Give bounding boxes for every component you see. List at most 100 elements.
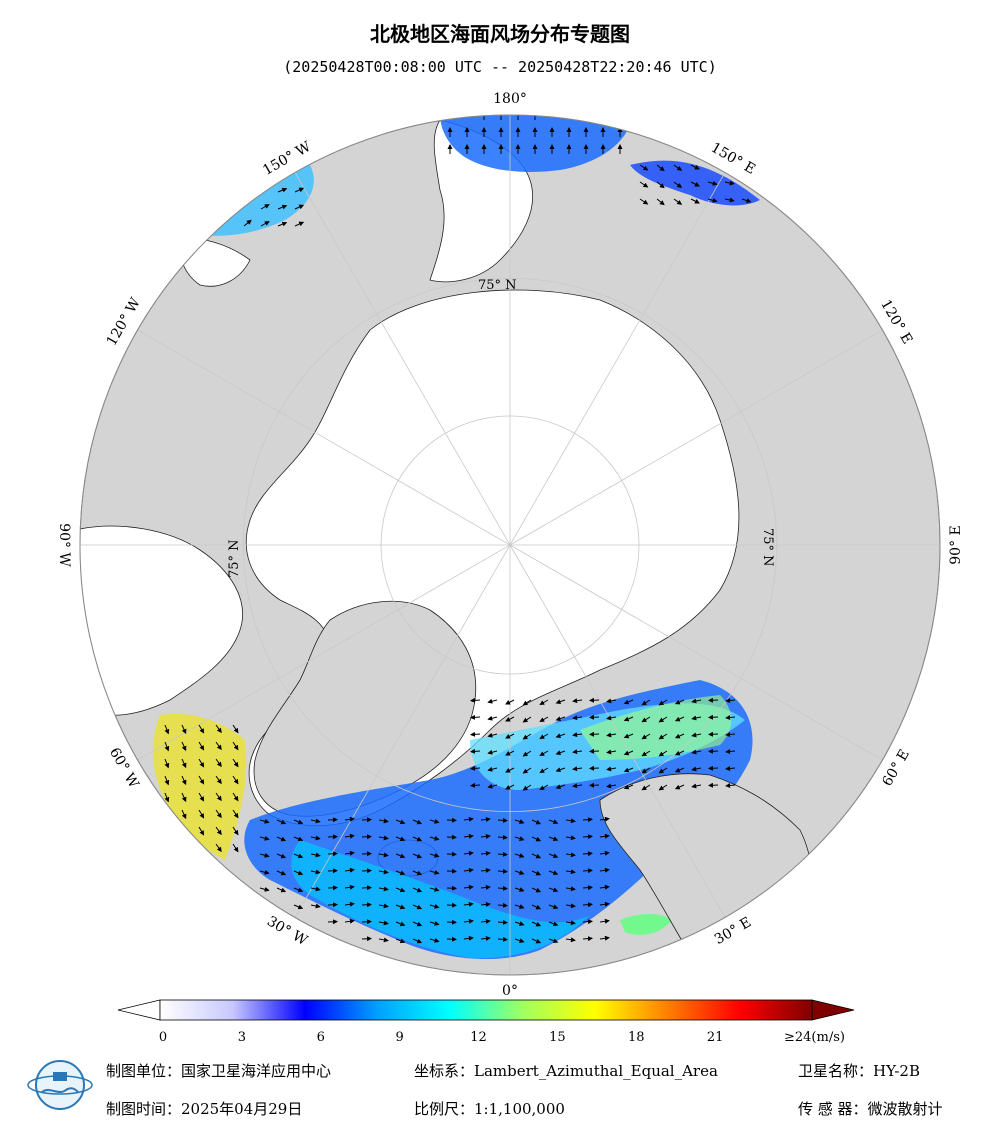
colorbar-min-arrow (117, 999, 161, 1021)
wind-arrow (725, 749, 736, 754)
wind-arrow (463, 935, 474, 941)
wind-arrow (344, 867, 355, 873)
wind-arrow (470, 714, 481, 720)
wind-arrow (690, 164, 700, 170)
wind-arrow (599, 867, 610, 873)
wind-arrow (198, 724, 205, 734)
wind-arrow (395, 938, 406, 944)
wind-arrow (548, 819, 559, 825)
wind-arrow (276, 870, 287, 876)
wind-arrow (497, 817, 508, 823)
wind-arrow (293, 819, 304, 825)
wind-arrow (232, 724, 239, 734)
wind-arrow (215, 758, 222, 768)
wind-arrow (487, 698, 498, 704)
wind-arrow (378, 869, 389, 875)
wind-arrow (599, 850, 610, 856)
wind-arrow (395, 819, 406, 825)
wind-arrow (606, 749, 617, 755)
wind-arrow (429, 869, 440, 875)
wind-arrow (691, 732, 702, 738)
wind-arrow (480, 935, 491, 941)
wind-arrow (658, 699, 668, 706)
wind-arrow (741, 198, 752, 203)
wind-arrow (589, 714, 600, 720)
wind-arrow (572, 749, 583, 755)
wind-arrow (691, 783, 702, 789)
wind-arrow (260, 221, 270, 227)
meridian-line (137, 329, 511, 546)
meridian-line (294, 172, 511, 546)
wind-arrow (277, 187, 288, 193)
wind-arrow (539, 699, 549, 705)
wind-arrow (497, 885, 508, 891)
wind-arrow (378, 937, 389, 943)
wind-arrow (344, 833, 355, 839)
wind-arrow (412, 836, 423, 842)
wind-arrow (429, 920, 440, 926)
longitude-label: 90° W (56, 523, 72, 567)
wind-arrow (639, 198, 649, 205)
wind-arrow (310, 835, 321, 841)
wind-arrow (480, 884, 491, 890)
wind-arrow (548, 870, 559, 876)
wind-arrow (708, 748, 719, 754)
wind-arrow (412, 904, 423, 910)
wind-arrow (725, 732, 736, 737)
wind-arrow (589, 782, 600, 788)
wind-arrow (344, 901, 355, 907)
colorbar-tick-label: 0 (159, 1030, 167, 1045)
map-title: 北极地区海面风场分布专题图 (370, 22, 630, 46)
wind-arrow (623, 750, 634, 756)
wind-arrow (164, 775, 170, 786)
wind-arrow (589, 697, 600, 703)
sensor-label: 传 感 器：微波散射计 (798, 1100, 943, 1118)
wind-arrow (480, 901, 491, 907)
wind-arrow (565, 852, 576, 858)
wind-arrow (215, 809, 222, 819)
wind-arrow (276, 836, 287, 842)
wind-arrow (497, 919, 508, 925)
wind-arrow (470, 782, 481, 788)
wind-arrow (259, 818, 270, 824)
wind-arrow (429, 835, 440, 841)
wind-arrow (232, 775, 239, 785)
wind-arrow (344, 918, 355, 924)
wind-arrow (641, 767, 651, 774)
wind-arrow (725, 715, 736, 720)
wind-arrow (505, 750, 515, 756)
wind-arrow (623, 716, 634, 722)
meridian-line (509, 544, 883, 761)
wind-arrow (548, 887, 559, 893)
wind-arrow (673, 164, 683, 171)
wind-arrow (522, 699, 532, 706)
wind-arrow (497, 834, 508, 840)
wind-arrow (215, 826, 222, 836)
wind-arrow (599, 884, 610, 890)
wind-arrow (215, 741, 222, 751)
wind-arrow (480, 833, 491, 839)
wind-arrow (395, 887, 406, 893)
date-label: 制图时间：2025年04月29日 (106, 1100, 303, 1118)
wind-arrow (198, 741, 205, 751)
meridian-line (137, 544, 511, 761)
wind-arrow (480, 850, 491, 856)
colorbar-tick-label: 15 (549, 1030, 566, 1045)
wind-arrow (310, 903, 321, 909)
wind-arrow (708, 782, 719, 788)
wind-arrow (522, 784, 532, 791)
wind-arrow (198, 809, 205, 819)
wind-arrow (293, 870, 304, 876)
meridian-line (509, 329, 883, 546)
wind-arrow (691, 698, 702, 704)
wind-arrow (725, 766, 736, 771)
wind-arrow (724, 180, 735, 186)
wind-arrow (565, 818, 576, 824)
map-time-range: (20250428T00:08:00 UTC -- 20250428T22:20… (283, 58, 717, 76)
wind-arrow (463, 816, 474, 822)
wind-arrow (690, 181, 700, 187)
wind-arrow (505, 699, 515, 705)
wind-arrow (674, 767, 685, 773)
wind-arrow (243, 219, 252, 227)
